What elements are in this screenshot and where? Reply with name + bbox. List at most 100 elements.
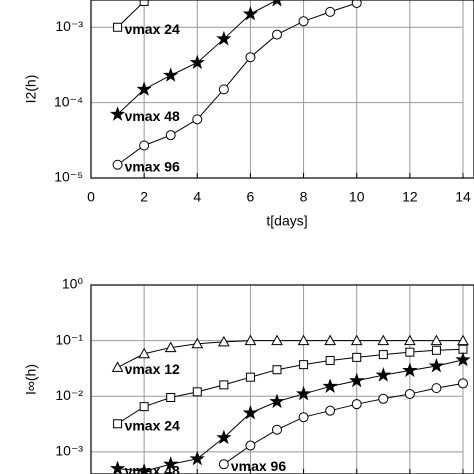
point <box>139 402 149 412</box>
point <box>297 334 310 346</box>
x-tick-label: 8 <box>300 189 308 205</box>
legend-label: νmax 96 <box>125 158 180 174</box>
plot-frame <box>90 284 474 474</box>
series-line <box>117 340 463 368</box>
x-tick-label: 14 <box>455 189 471 205</box>
legend-label: νmax 48 <box>125 108 180 124</box>
point <box>325 6 336 17</box>
point <box>244 334 257 346</box>
point <box>165 130 176 141</box>
point <box>269 393 285 409</box>
point <box>324 334 336 346</box>
point <box>163 67 179 82</box>
x-tick-label: 12 <box>402 189 418 205</box>
point <box>218 459 229 470</box>
point <box>218 335 230 347</box>
point <box>138 347 150 359</box>
point <box>164 341 177 353</box>
point <box>458 378 468 389</box>
point <box>245 52 256 63</box>
point <box>139 140 150 151</box>
point <box>351 0 362 8</box>
point <box>113 22 123 32</box>
y-tick-label: 10⁻⁴ <box>54 93 83 109</box>
point <box>404 334 416 346</box>
point <box>352 352 362 362</box>
point <box>375 367 391 382</box>
x-tick-label: 4 <box>193 189 201 205</box>
point <box>191 337 204 349</box>
plot <box>91 0 464 178</box>
x-tick-label: 0 <box>87 189 95 205</box>
point <box>428 357 445 373</box>
point <box>245 372 255 382</box>
plot-frame <box>90 0 474 179</box>
plot <box>91 285 471 474</box>
point <box>163 456 179 471</box>
point <box>322 378 338 393</box>
legend-label: νmax 96 <box>231 458 286 474</box>
legend-label: νmax 12 <box>125 361 180 377</box>
point <box>272 0 282 7</box>
y-tick-label: 10⁻² <box>55 387 83 403</box>
y-tick-label: 10⁻⁵ <box>54 169 83 185</box>
y-tick-label: 10⁻¹ <box>55 331 83 347</box>
legend-label: νmax 24 <box>125 21 180 37</box>
point <box>377 334 390 346</box>
point <box>245 440 256 451</box>
point <box>298 16 309 27</box>
point <box>431 383 442 394</box>
point <box>242 404 259 420</box>
point <box>192 387 202 397</box>
x-axis-label: t[days] <box>266 213 307 229</box>
point <box>113 419 123 429</box>
point <box>111 361 124 372</box>
point <box>349 372 365 388</box>
series-line <box>223 382 464 465</box>
point <box>219 380 229 390</box>
y-tick-label: 10⁻³ <box>55 18 83 34</box>
point <box>378 393 389 404</box>
point <box>405 347 415 357</box>
point <box>109 460 126 474</box>
y-axis-label: I2(h) <box>23 75 39 104</box>
point <box>166 392 176 402</box>
y-tick-label: 10⁰ <box>62 276 84 292</box>
point <box>192 114 203 125</box>
point <box>455 351 471 367</box>
point <box>272 424 282 435</box>
point <box>404 388 415 399</box>
point <box>325 355 335 365</box>
y-axis-label: I∞(h) <box>23 364 39 395</box>
point <box>189 54 205 70</box>
point <box>457 334 469 346</box>
point <box>298 412 309 423</box>
point <box>216 30 232 46</box>
point <box>272 29 282 40</box>
point <box>271 334 283 346</box>
point <box>378 350 388 360</box>
point <box>325 405 336 416</box>
point <box>136 81 152 96</box>
point <box>299 360 309 370</box>
point <box>242 5 259 21</box>
point <box>402 362 418 378</box>
legend-label: νmax 24 <box>125 417 180 433</box>
point <box>351 399 362 410</box>
point <box>350 334 363 346</box>
y-tick-label: 10⁻³ <box>55 443 83 459</box>
point <box>272 365 282 375</box>
legend-label: νmax 48 <box>125 462 180 474</box>
point <box>189 450 205 466</box>
point <box>139 0 149 6</box>
point <box>216 429 232 445</box>
point <box>295 385 312 401</box>
point <box>430 334 443 346</box>
point <box>109 106 126 121</box>
point <box>218 84 229 95</box>
point <box>112 159 123 170</box>
series-line <box>117 2 357 166</box>
x-tick-label: 10 <box>349 189 365 205</box>
x-tick-label: 2 <box>140 189 148 205</box>
